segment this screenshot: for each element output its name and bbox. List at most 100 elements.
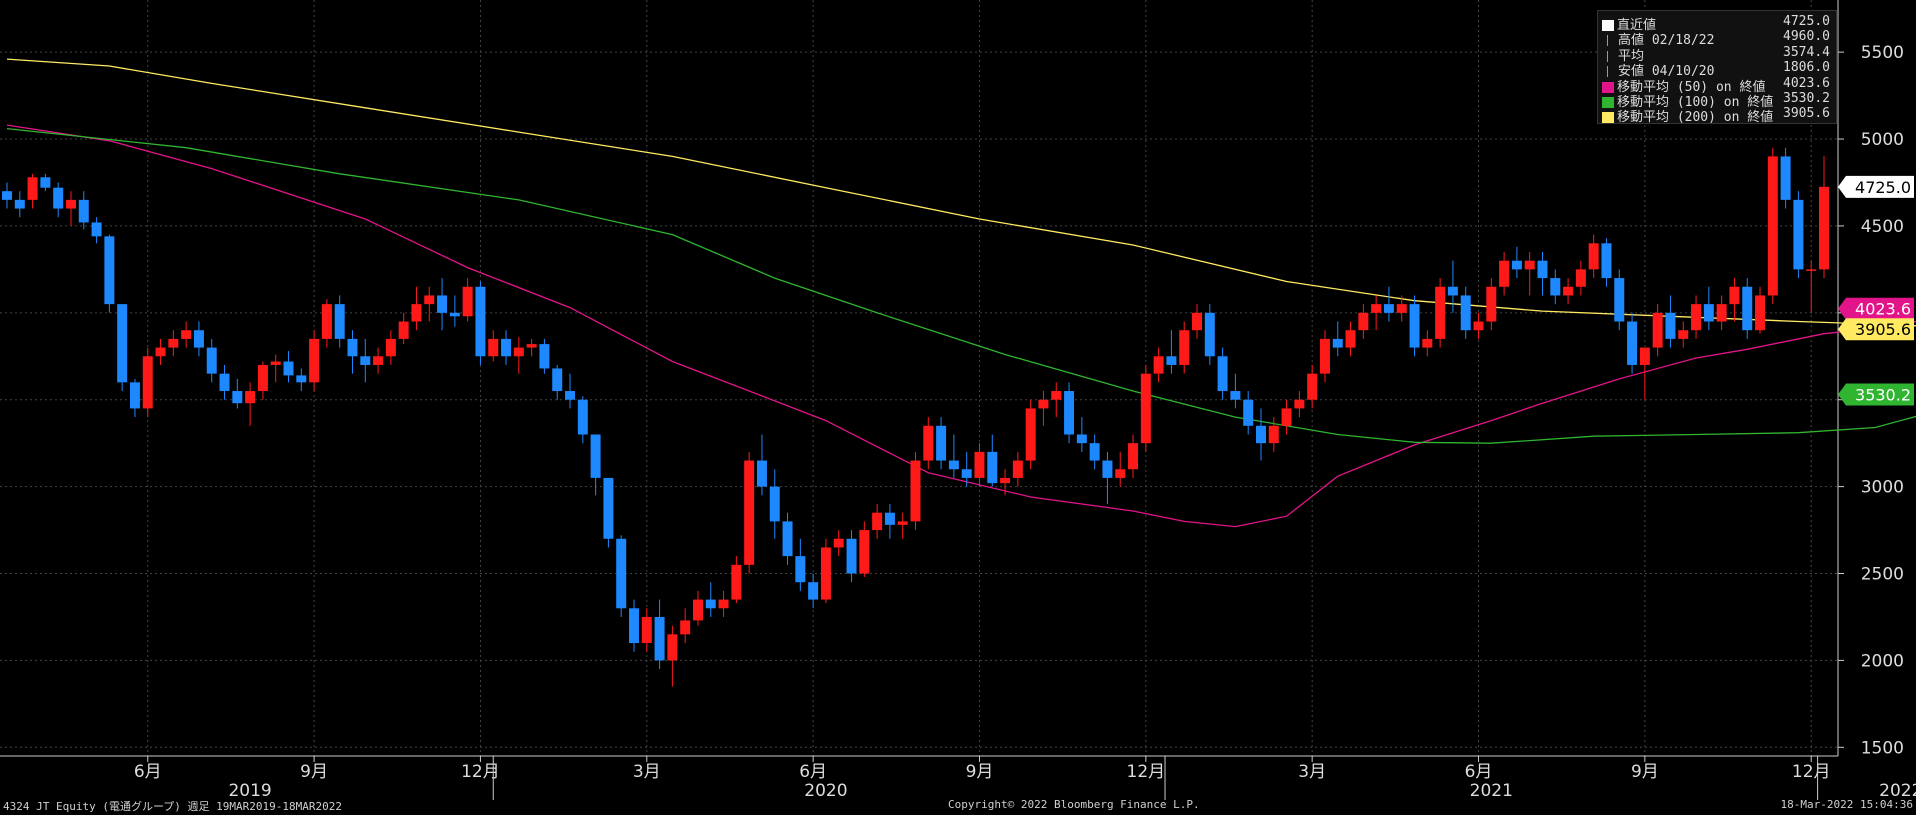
candle-body [321, 304, 332, 339]
candle-body [820, 547, 831, 600]
candle-body [526, 344, 537, 348]
legend-value: 4960.0 [1783, 29, 1830, 45]
candle-body [1447, 286, 1458, 296]
candle-body [961, 469, 972, 478]
candle-body [1716, 304, 1727, 322]
legend-label: 安値 04/10/20 [1618, 64, 1715, 80]
candle-body [129, 382, 140, 409]
price-tag [1838, 383, 1914, 406]
footer-security-info: 4324 JT Equity (電通グループ) 週足 19MAR2019-18M… [3, 800, 342, 813]
candle-body [1729, 286, 1740, 305]
candle-body [1703, 304, 1714, 322]
candle-body [424, 295, 435, 305]
candle-body [40, 177, 51, 188]
candle-body [245, 391, 256, 404]
candle-body [782, 521, 793, 557]
candle-body [1345, 330, 1356, 348]
candle-body [1383, 304, 1394, 313]
candle-body [449, 312, 460, 317]
candle-body [1537, 260, 1548, 279]
y-tick-label: 2500 [1861, 565, 1904, 585]
candle-body [1409, 304, 1420, 348]
candle-body [1396, 304, 1407, 313]
candle-body [808, 582, 819, 600]
candle-body [181, 330, 192, 339]
price-tag [1838, 318, 1914, 341]
candle-body [974, 451, 985, 478]
candle-body [769, 486, 780, 522]
candle-body [1435, 286, 1446, 339]
candle-body [398, 321, 409, 339]
year-label: 2020 [804, 781, 847, 801]
legend-label: 移動平均 (50) on 終値 [1617, 79, 1766, 95]
candle-body [1319, 338, 1330, 374]
y-tick-label: 5000 [1861, 130, 1904, 150]
x-tick-label: 6月 [799, 762, 827, 782]
candle-body [731, 564, 742, 600]
candle-body [577, 399, 588, 435]
candle-body [1064, 391, 1075, 435]
candle-body [1819, 186, 1829, 270]
candle-body [603, 477, 614, 539]
candle-body [1358, 312, 1369, 331]
candle-body [590, 434, 601, 478]
candle-body [1601, 243, 1612, 279]
candle-body [1038, 399, 1049, 409]
candle-body [1192, 312, 1202, 331]
candle-body [616, 538, 627, 609]
y-tick-label: 4500 [1861, 217, 1904, 237]
candle-body [667, 634, 678, 661]
candle-body [360, 356, 371, 365]
candle-body [705, 599, 716, 609]
y-tick-label: 2000 [1861, 651, 1904, 671]
candle-body [1486, 286, 1497, 322]
x-tick-label: 3月 [633, 762, 661, 782]
candle-body [2, 191, 12, 200]
price-tag-label: 4023.6 [1855, 300, 1911, 319]
candle-body [206, 347, 217, 374]
legend-label: 移動平均 (200) on 終値 [1617, 110, 1774, 126]
candle-body [1806, 269, 1817, 271]
legend-row: 直近値 4725.0 [1602, 14, 1832, 33]
y-tick-label: 5500 [1861, 43, 1904, 63]
price-tag-label: 3905.6 [1855, 320, 1911, 339]
candle-body [1780, 156, 1791, 200]
legend-row: 移動平均 (200) on 終値 3905.6 [1602, 106, 1832, 126]
candle-body [232, 391, 243, 404]
candle-body [1268, 425, 1279, 444]
candle-body [219, 373, 230, 392]
candle-body [1230, 391, 1241, 400]
legend-row: 平均 3574.4 [1602, 45, 1832, 64]
candle-body [884, 512, 895, 525]
legend-value: 3905.6 [1783, 106, 1830, 122]
x-tick-label: 3月 [1298, 762, 1326, 782]
legend-row: 安値 04/10/20 1806.0 [1602, 60, 1832, 80]
candle-body [1140, 373, 1151, 444]
candle-body [718, 599, 729, 609]
candle-body [1691, 304, 1702, 331]
candle-body [1614, 278, 1625, 322]
legend-label: 直近値 [1617, 18, 1657, 33]
candle-body [1665, 312, 1676, 339]
series-line [6, 124, 1916, 528]
avg-marker-icon [1607, 50, 1614, 62]
candle-body [513, 347, 524, 357]
candle-body [923, 425, 934, 461]
candle-body [1575, 269, 1586, 287]
candle-body [680, 620, 691, 635]
candle-body [1025, 408, 1036, 461]
legend-label: 高値 02/18/22 [1618, 33, 1715, 49]
legend-row: 移動平均 (100) on 終値 3530.2 [1602, 91, 1832, 110]
candle-body [1767, 156, 1778, 296]
candle-body [78, 199, 89, 223]
series-line [6, 127, 1916, 444]
candle-body [1639, 347, 1650, 365]
legend-label: 平均 [1618, 48, 1645, 64]
chart-legend: 直近値 4725.0 高値 02/18/22 4960.0 平均 3574.4 安値 04/… [1597, 10, 1837, 126]
candle-body [65, 199, 76, 209]
candles [2, 147, 1829, 687]
x-tick-label: 12月 [1127, 762, 1166, 782]
candle-body [552, 368, 563, 392]
candle-body [309, 338, 320, 383]
